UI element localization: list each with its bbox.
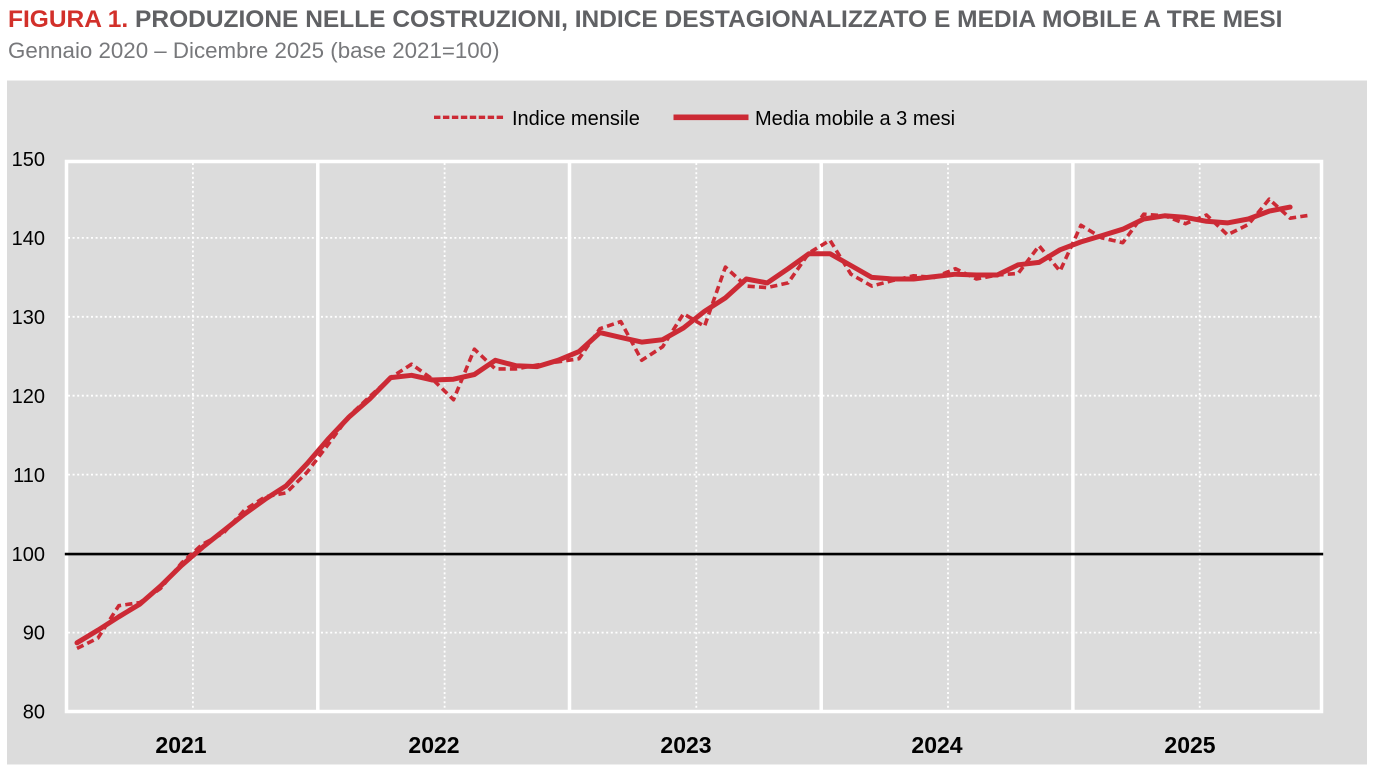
svg-text:2022: 2022 xyxy=(408,732,459,758)
svg-text:100: 100 xyxy=(12,544,45,566)
svg-text:130: 130 xyxy=(12,307,45,329)
svg-text:80: 80 xyxy=(23,702,45,724)
svg-text:150: 150 xyxy=(12,149,45,171)
svg-text:Media mobile a 3 mesi: Media mobile a 3 mesi xyxy=(755,108,955,130)
svg-text:90: 90 xyxy=(23,623,45,645)
svg-text:Indice mensile: Indice mensile xyxy=(512,108,640,130)
svg-text:140: 140 xyxy=(12,228,45,250)
svg-text:2024: 2024 xyxy=(911,732,962,758)
svg-text:2023: 2023 xyxy=(660,732,711,758)
svg-text:2025: 2025 xyxy=(1164,732,1215,758)
svg-text:120: 120 xyxy=(12,386,45,408)
svg-text:110: 110 xyxy=(13,465,45,487)
svg-text:2021: 2021 xyxy=(155,732,206,758)
